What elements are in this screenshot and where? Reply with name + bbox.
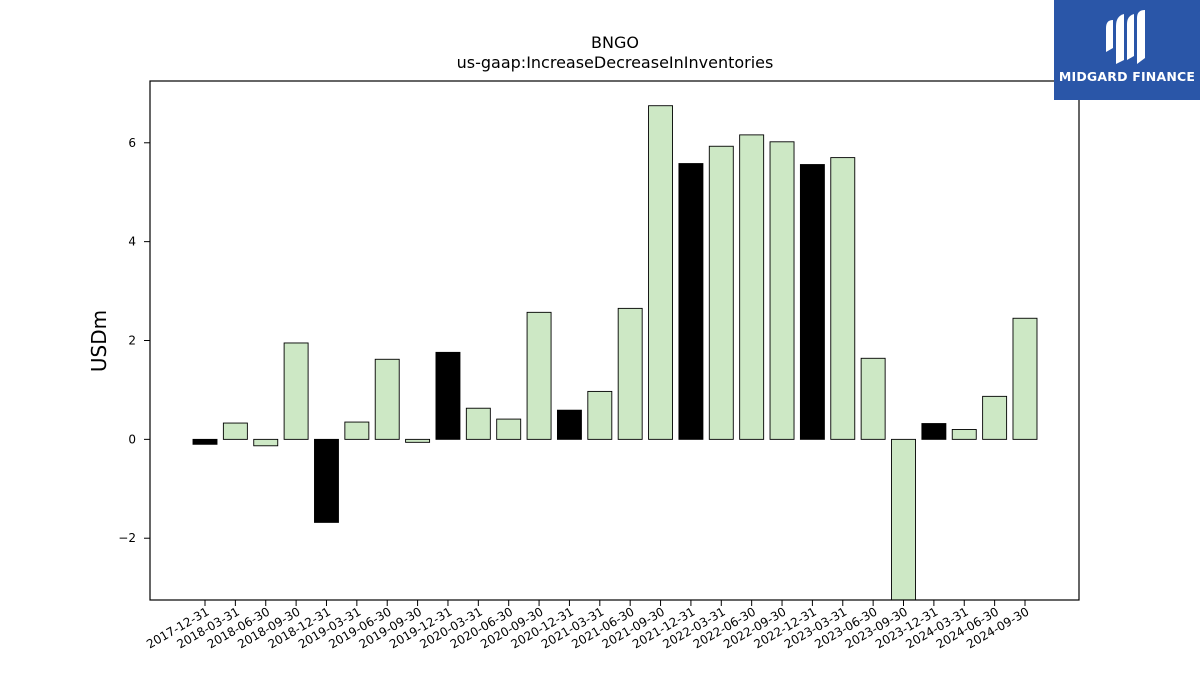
bar-2021-06-30 <box>617 307 643 440</box>
y-tick-label: 6 <box>128 136 136 150</box>
bar-2023-09-30 <box>891 438 916 601</box>
bar-2017-12-31 <box>192 438 218 445</box>
plot-frame <box>149 80 1080 601</box>
bar-2024-03-31 <box>951 429 977 440</box>
bar-2020-12-31 <box>556 409 582 440</box>
bar-2019-12-31 <box>435 351 461 440</box>
bar-2021-09-30 <box>648 105 673 440</box>
y-tick-label: −2 <box>118 531 136 545</box>
bar-2018-12-31 <box>314 438 339 523</box>
bar-2019-09-30 <box>405 438 431 443</box>
bar-2019-03-31 <box>344 421 370 440</box>
y-tick-label: 2 <box>128 334 136 348</box>
bar-2021-12-31 <box>678 163 704 440</box>
bar-2018-09-30 <box>283 342 309 440</box>
bars-group <box>192 105 1038 601</box>
bar-2022-03-31 <box>708 145 734 440</box>
logo-mark-icon <box>1106 10 1145 64</box>
y-tick-label: 0 <box>128 432 136 446</box>
bar-2022-06-30 <box>739 134 765 440</box>
bar-2022-09-30 <box>769 141 795 440</box>
logo-text: MIDGARD FINANCE <box>1058 69 1196 84</box>
chart-title: BNGO <box>591 33 639 52</box>
y-tick-label: 4 <box>128 235 136 249</box>
bar-2020-03-31 <box>465 407 491 440</box>
bar-2024-09-30 <box>1012 317 1038 440</box>
bar-2023-03-31 <box>830 157 856 440</box>
x-axis-ticks: 2017-12-312018-03-312018-06-302018-09-30… <box>144 600 1031 651</box>
chart-subtitle: us-gaap:IncreaseDecreaseInInventories <box>457 53 774 72</box>
bar-2022-12-31 <box>799 164 825 440</box>
y-axis-label: USDm <box>87 310 111 372</box>
bar-2020-09-30 <box>526 311 552 440</box>
bar-2024-06-30 <box>982 395 1008 440</box>
bar-2023-12-31 <box>921 423 947 440</box>
bar-2019-06-30 <box>374 358 400 440</box>
y-axis-ticks: −2 0 2 4 6 <box>118 136 150 545</box>
bar-2018-03-31 <box>222 422 248 440</box>
midgard-finance-logo: MIDGARD FINANCE <box>1054 0 1200 100</box>
bar-2018-06-30 <box>253 438 279 447</box>
bar-2023-06-30 <box>860 357 886 440</box>
bar-2020-06-30 <box>496 418 522 440</box>
bar-2021-03-31 <box>587 390 613 440</box>
